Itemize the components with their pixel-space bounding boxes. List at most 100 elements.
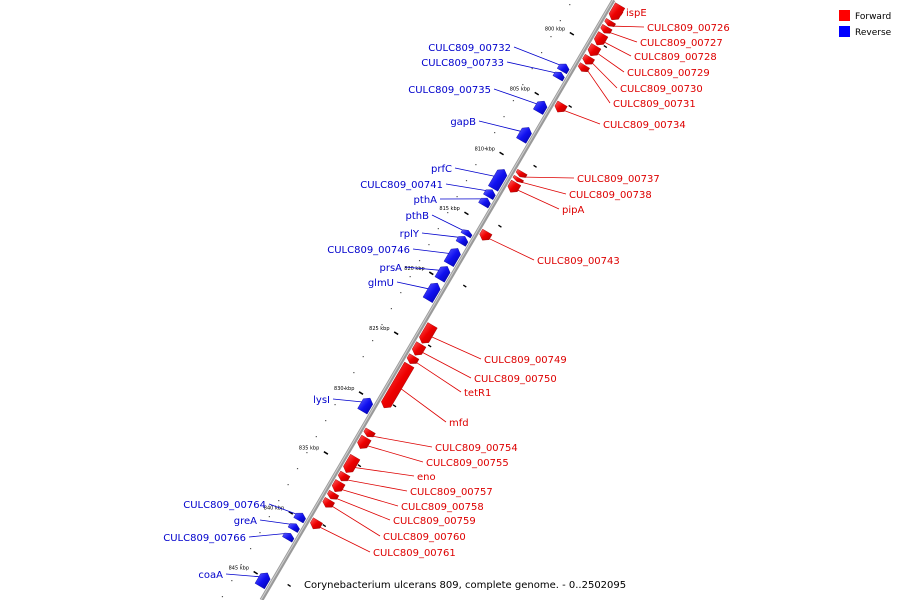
gene-label-CULC809_00766[interactable]: CULC809_00766 <box>163 533 246 544</box>
gene-arrow-CULC809_00757[interactable] <box>337 470 351 482</box>
gene-arrow-CULC809_00749[interactable] <box>419 322 438 344</box>
gene-arrow-eno[interactable] <box>343 453 361 473</box>
gene-arrow-CULC809_00733[interactable] <box>552 71 565 82</box>
gene-label-CULC809_00741[interactable]: CULC809_00741 <box>360 180 443 191</box>
gene-arrow-CULC809_00735[interactable] <box>533 100 548 115</box>
gene-arrow-lysI[interactable] <box>357 397 374 415</box>
gene-arrow-pthA[interactable] <box>478 197 491 209</box>
callout-line-CULC809_00759 <box>336 498 391 521</box>
gene-label-CULC809_00758[interactable]: CULC809_00758 <box>401 502 484 513</box>
reference-dot <box>306 452 308 454</box>
gene-label-eno[interactable]: eno <box>417 472 436 483</box>
gene-arrow-coaA[interactable] <box>254 572 271 590</box>
gene-arrow-CULC809_00738[interactable] <box>512 174 524 184</box>
gene-arrow-pthB[interactable] <box>460 229 473 239</box>
reference-dot <box>343 388 346 390</box>
gene-label-CULC809_00754[interactable]: CULC809_00754 <box>435 443 518 454</box>
legend-forward-swatch <box>839 10 850 21</box>
gene-arrow-CULC809_00743[interactable] <box>479 228 493 241</box>
gene-label-CULC809_00731[interactable]: CULC809_00731 <box>613 99 696 110</box>
reference-dot <box>278 500 280 502</box>
reference-dot <box>465 180 468 182</box>
gene-label-CULC809_00743[interactable]: CULC809_00743 <box>537 256 620 267</box>
gene-arrow-CULC809_00734[interactable] <box>554 100 568 113</box>
gene-arrow-CULC809_00731[interactable] <box>577 62 590 73</box>
gene-label-CULC809_00738[interactable]: CULC809_00738 <box>569 190 652 201</box>
gene-label-coaA[interactable]: coaA <box>198 570 223 581</box>
gene-label-CULC809_00746[interactable]: CULC809_00746 <box>327 245 410 256</box>
gene-arrow-pipA[interactable] <box>507 179 522 193</box>
gene-arrow-CULC809_00727[interactable] <box>600 24 613 34</box>
gene-label-CULC809_00730[interactable]: CULC809_00730 <box>620 84 703 95</box>
gene-arrow-CULC809_00746[interactable] <box>443 248 461 267</box>
gene-label-CULC809_00755[interactable]: CULC809_00755 <box>426 458 509 469</box>
gene-arrow-CULC809_00754[interactable] <box>363 427 376 438</box>
gene-arrow-tetR1[interactable] <box>406 353 420 364</box>
gene-label-mfd[interactable]: mfd <box>449 418 469 429</box>
gene-arrow-glmU[interactable] <box>422 282 441 303</box>
gene-arrow-gapB[interactable] <box>516 127 532 144</box>
gene-label-CULC809_00735[interactable]: CULC809_00735 <box>408 85 491 96</box>
callout-line-CULC809_00733 <box>506 61 555 73</box>
reference-dot <box>447 212 449 214</box>
reference-dot <box>409 276 411 278</box>
gene-label-CULC809_00761[interactable]: CULC809_00761 <box>373 548 456 559</box>
gene-label-CULC809_00728[interactable]: CULC809_00728 <box>634 52 717 63</box>
gene-label-rplY[interactable]: rplY <box>400 229 420 240</box>
gene-label-CULC809_00727[interactable]: CULC809_00727 <box>640 38 723 49</box>
gene-label-CULC809_00759[interactable]: CULC809_00759 <box>393 516 476 527</box>
gene-arrow-CULC809_00728[interactable] <box>593 31 609 46</box>
gene-label-CULC809_00764[interactable]: CULC809_00764 <box>183 500 266 511</box>
gene-label-lysI[interactable]: lysI <box>313 395 330 406</box>
gene-label-CULC809_00737[interactable]: CULC809_00737 <box>577 174 660 185</box>
gene-label-CULC809_00749[interactable]: CULC809_00749 <box>484 355 567 366</box>
gene-arrow-prfC[interactable] <box>488 169 508 192</box>
gene-label-glmU[interactable]: glmU <box>368 278 394 289</box>
gene-label-CULC809_00729[interactable]: CULC809_00729 <box>627 68 710 79</box>
gene-label-prfC[interactable]: prfC <box>431 164 452 175</box>
gene-label-pthA[interactable]: pthA <box>414 195 438 206</box>
gene-label-pthB[interactable]: pthB <box>406 211 430 222</box>
callout-line-prsA <box>404 266 439 271</box>
gene-label-CULC809_00733[interactable]: CULC809_00733 <box>421 58 504 69</box>
gene-label-CULC809_00760[interactable]: CULC809_00760 <box>383 532 466 543</box>
reference-dot <box>503 116 505 118</box>
gene-arrow-CULC809_00750[interactable] <box>411 341 427 356</box>
gene-label-CULC809_00734[interactable]: CULC809_00734 <box>603 120 686 131</box>
gene-arrow-CULC809_00737[interactable] <box>515 168 528 178</box>
callout-line-CULC809_00732 <box>513 46 560 66</box>
gene-label-CULC809_00732[interactable]: CULC809_00732 <box>428 43 511 54</box>
gene-arrow-ispE[interactable] <box>608 2 626 21</box>
gene-arrow-CULC809_00758[interactable] <box>331 479 346 492</box>
gene-arrow-CULC809_00741[interactable] <box>483 189 496 200</box>
gene-arrow-CULC809_00764[interactable] <box>293 512 306 524</box>
gene-label-gapB[interactable]: gapB <box>450 117 476 128</box>
gene-label-prsA[interactable]: prsA <box>379 263 402 274</box>
gene-arrow-CULC809_00730[interactable] <box>582 53 595 65</box>
reference-dot <box>456 196 458 198</box>
scale-tick-minor <box>462 284 467 288</box>
gene-arrow-CULC809_00759[interactable] <box>327 489 340 500</box>
scale-tick-minor <box>357 464 362 468</box>
gene-arrow-CULC809_00732[interactable] <box>556 63 570 75</box>
gene-arrow-CULC809_00726[interactable] <box>604 18 616 27</box>
gene-label-CULC809_00757[interactable]: CULC809_00757 <box>410 487 493 498</box>
gene-label-tetR1[interactable]: tetR1 <box>464 388 491 399</box>
gene-arrow-CULC809_00766[interactable] <box>282 532 295 543</box>
gene-label-CULC809_00726[interactable]: CULC809_00726 <box>647 23 730 34</box>
gene-label-pipA[interactable]: pipA <box>562 205 584 216</box>
gene-arrow-CULC809_00755[interactable] <box>357 434 372 449</box>
gene-arrow-prsA[interactable] <box>434 266 451 283</box>
scale-tick-mark <box>253 570 259 575</box>
gene-label-greA[interactable]: greA <box>234 516 257 527</box>
gene-label-CULC809_00750[interactable]: CULC809_00750 <box>474 374 557 385</box>
gene-arrow-CULC809_00729[interactable] <box>587 43 602 57</box>
gene-arrow-mfd[interactable] <box>381 361 415 409</box>
reference-dot <box>428 244 430 246</box>
gene-arrow-CULC809_00761[interactable] <box>310 517 323 530</box>
gene-arrow-greA[interactable] <box>287 523 300 533</box>
gene-arrow-rplY[interactable] <box>455 236 469 247</box>
reference-dot <box>287 484 289 486</box>
gene-label-ispE[interactable]: ispE <box>626 8 647 19</box>
gene-arrow-CULC809_00760[interactable] <box>322 497 335 508</box>
